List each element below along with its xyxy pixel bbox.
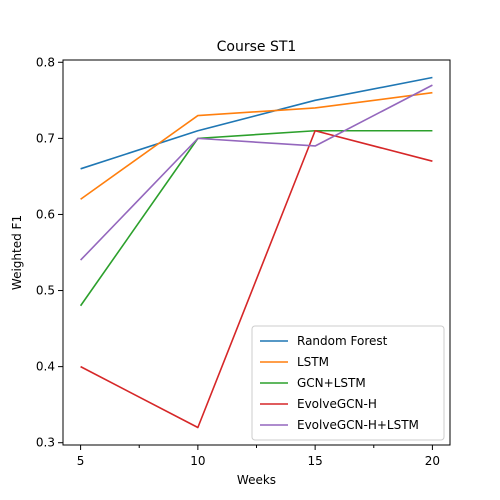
- series-layer: [79, 76, 433, 429]
- series-line-4: [80, 84, 433, 261]
- legend-label: EvolveGCN-H: [297, 397, 377, 411]
- legend-box: [251, 325, 445, 441]
- x-tick-label: 20: [425, 454, 440, 468]
- y-tick-label: 0.6: [36, 207, 55, 221]
- series-line-0: [80, 76, 433, 170]
- legend-label: GCN+LSTM: [297, 376, 366, 390]
- series-line-1: [80, 91, 433, 200]
- x-tick-label: 10: [190, 454, 205, 468]
- y-tick-label: 0.7: [36, 131, 55, 145]
- y-tick-label: 0.8: [36, 55, 55, 69]
- x-axis-label: Weeks: [237, 473, 276, 487]
- series-line-2: [79, 129, 433, 307]
- x-tick-label: 15: [307, 454, 322, 468]
- x-tick-label: 5: [77, 454, 85, 468]
- y-tick-label: 0.4: [36, 360, 55, 374]
- y-tick-label: 0.5: [36, 284, 55, 298]
- x-axis: 5 10 15 20: [77, 445, 440, 468]
- legend-label: LSTM: [297, 355, 329, 369]
- y-axis: 0.3 0.4 0.5 0.6 0.7 0.8: [36, 55, 63, 450]
- legend: Random Forest LSTM GCN+LSTM EvolveGCN-H Evol…: [251, 325, 445, 441]
- legend-label: EvolveGCN-H+LSTM: [297, 418, 419, 432]
- y-tick-label: 0.3: [36, 436, 55, 450]
- legend-label: Random Forest: [297, 334, 388, 348]
- y-axis-label: Weighted F1: [10, 215, 24, 290]
- chart-title: Course ST1: [217, 39, 297, 55]
- series-line-3: [80, 129, 433, 429]
